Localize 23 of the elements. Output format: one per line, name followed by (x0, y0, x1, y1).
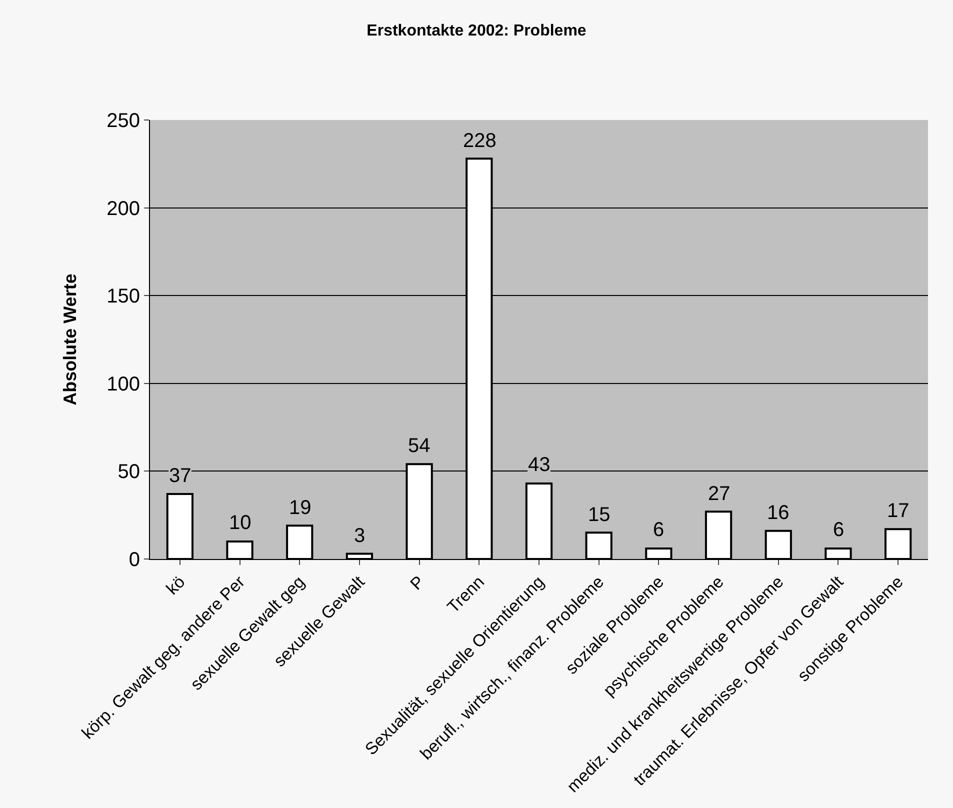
x-tick-label: P (406, 572, 428, 594)
data-label: 6 (833, 519, 844, 541)
data-label: 27 (708, 483, 730, 505)
data-label: 37 (169, 465, 192, 487)
data-label: 43 (528, 454, 550, 476)
data-label: 17 (887, 500, 910, 522)
y-tick-label: 250 (106, 110, 140, 132)
y-tick-label: 200 (106, 198, 140, 220)
data-label: 54 (408, 435, 430, 457)
data-label: 16 (767, 502, 790, 524)
y-tick-label: 0 (128, 549, 140, 571)
y-tick-label: 50 (118, 461, 140, 484)
data-label: 19 (289, 497, 312, 519)
y-tick-label: 100 (106, 373, 140, 396)
x-tick-label: kö (162, 572, 189, 598)
y-axis-title: Absolute Werte (60, 274, 80, 406)
data-label: 6 (653, 519, 664, 541)
data-label: 15 (588, 504, 610, 526)
data-label: 3 (354, 525, 366, 547)
data-label: 10 (229, 512, 252, 534)
y-tick-label: 150 (106, 286, 140, 308)
chart-title: Erstkontakte 2002: Probleme (366, 22, 586, 40)
data-label: 228 (463, 130, 496, 152)
